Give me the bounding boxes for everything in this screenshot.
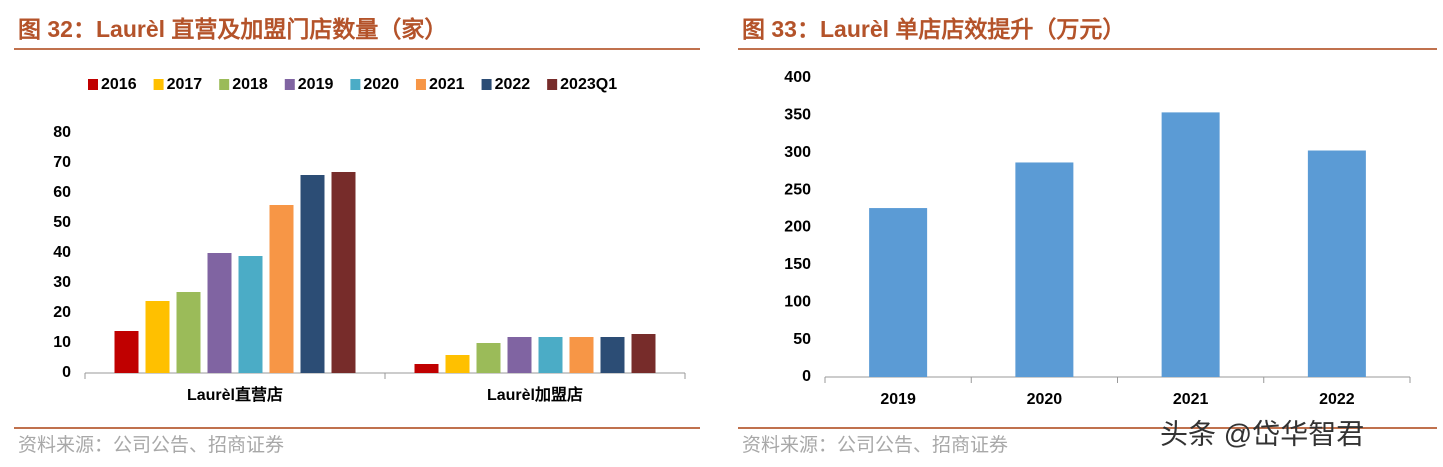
bar <box>1307 150 1366 377</box>
bar <box>176 292 201 373</box>
bar <box>145 301 170 373</box>
y-tick-label: 0 <box>802 368 811 385</box>
legend-label: 2019 <box>298 76 334 93</box>
bar <box>869 208 928 377</box>
legend-swatch <box>153 79 164 90</box>
legend-swatch <box>481 79 492 90</box>
y-tick-label: 400 <box>784 69 811 86</box>
y-tick-label: 100 <box>784 293 811 310</box>
bar <box>631 334 656 373</box>
y-tick-label: 60 <box>53 184 71 201</box>
y-tick-label: 50 <box>793 331 811 348</box>
y-tick-label: 350 <box>784 107 811 124</box>
source: 资料来源：公司公告、招商证券 <box>18 434 284 456</box>
chart-title: 图 32：Laurèl 直营及加盟门店数量（家） <box>18 16 447 42</box>
bar <box>1015 162 1074 377</box>
bar <box>1161 112 1220 377</box>
legend-label: 2022 <box>495 76 531 93</box>
y-tick-label: 50 <box>53 214 71 231</box>
legend-swatch <box>547 79 558 90</box>
bar <box>269 205 294 373</box>
x-tick-label: 2019 <box>880 391 916 408</box>
bar <box>476 343 501 373</box>
x-tick-label: 2022 <box>1319 391 1355 408</box>
source: 资料来源：公司公告、招商证券 <box>742 434 1008 456</box>
y-tick-label: 0 <box>62 364 71 381</box>
legend-label: 2023Q1 <box>560 76 617 93</box>
bar <box>569 337 594 373</box>
watermark: 头条 @岱华智君 <box>1160 418 1364 449</box>
x-tick-label: 2020 <box>1027 391 1063 408</box>
bar <box>331 172 356 373</box>
x-tick-label: Laurèl直营店 <box>187 385 283 404</box>
legend-label: 2017 <box>167 76 203 93</box>
bar <box>238 256 263 373</box>
legend-swatch <box>415 79 426 90</box>
bar <box>507 337 532 373</box>
bar <box>300 175 325 373</box>
bar <box>114 331 139 373</box>
y-tick-label: 30 <box>53 274 71 291</box>
bar <box>445 355 470 373</box>
legend-swatch <box>219 79 230 90</box>
legend-swatch <box>88 79 98 90</box>
legend-label: 2020 <box>363 76 399 93</box>
y-tick-label: 80 <box>53 124 71 141</box>
legend-label: 2021 <box>429 76 465 93</box>
x-tick-label: Laurèl加盟店 <box>487 385 583 404</box>
y-tick-label: 40 <box>53 244 71 261</box>
y-tick-label: 150 <box>784 256 811 273</box>
bar <box>538 337 563 373</box>
y-tick-label: 250 <box>784 181 811 198</box>
chart-title: 图 33：Laurèl 单店店效提升（万元） <box>742 16 1125 42</box>
bar <box>207 253 232 373</box>
legend-swatch <box>350 79 361 90</box>
y-tick-label: 70 <box>53 154 71 171</box>
legend-swatch <box>284 79 295 90</box>
y-tick-label: 20 <box>53 304 71 321</box>
bar <box>600 337 625 373</box>
legend-label: 2016 <box>101 76 137 93</box>
y-tick-label: 300 <box>784 144 811 161</box>
x-tick-label: 2021 <box>1173 391 1209 408</box>
bar <box>414 364 439 373</box>
legend-label: 2018 <box>232 76 268 93</box>
y-tick-label: 10 <box>53 334 71 351</box>
y-tick-label: 200 <box>784 219 811 236</box>
